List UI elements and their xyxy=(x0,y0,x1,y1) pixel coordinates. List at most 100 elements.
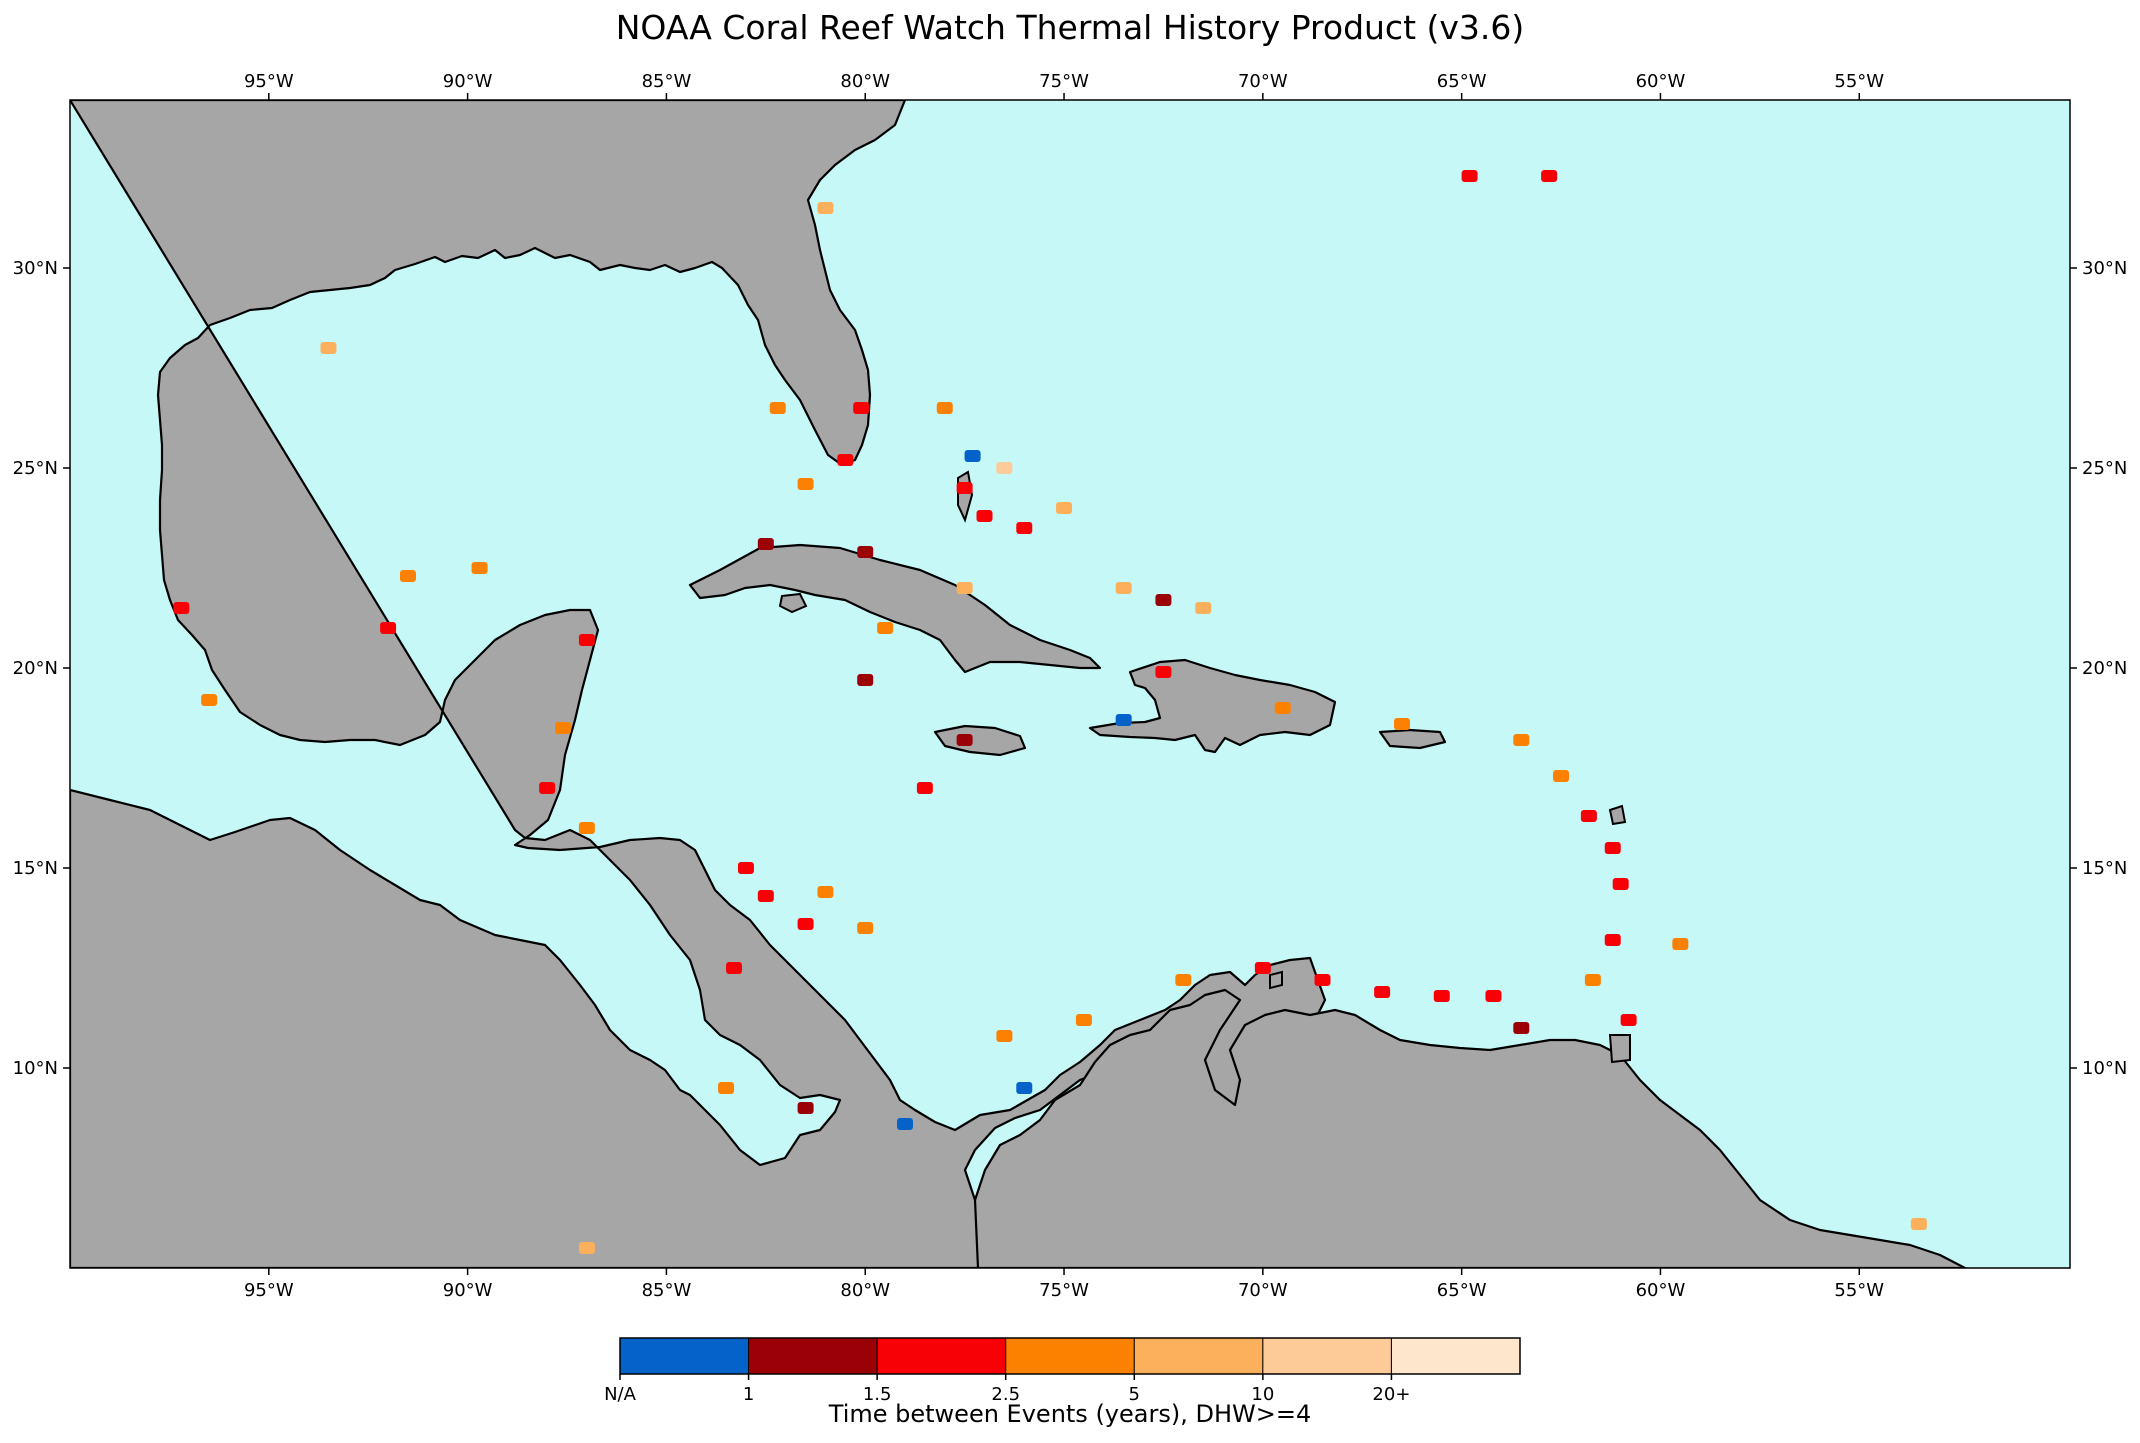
reef-mark xyxy=(757,890,774,902)
reef-mark xyxy=(1612,878,1629,890)
reef-mark xyxy=(797,918,814,930)
guadeloupe-island xyxy=(1608,804,1627,826)
lon-tick-label-top: 55°W xyxy=(1834,71,1884,92)
longitude-ticks-bottom: 95°W 90°W 85°W 80°W 75°W 70°W 65°W 60°W 55°W xyxy=(244,1268,1884,1301)
reef-mark xyxy=(837,454,854,466)
reef-mark xyxy=(320,342,337,354)
reef-mark xyxy=(1672,938,1689,950)
reef-mark xyxy=(956,734,973,746)
reef-mark xyxy=(853,402,870,414)
reef-mark xyxy=(1175,974,1192,986)
reef-mark xyxy=(956,482,973,494)
lat-tick-label-right: 25°N xyxy=(2082,458,2127,479)
reef-mark xyxy=(757,538,774,550)
reef-mark xyxy=(1254,962,1271,974)
lon-tick-label-top: 70°W xyxy=(1238,71,1288,92)
reef-mark xyxy=(996,462,1013,474)
lon-tick-label-bottom: 65°W xyxy=(1437,1280,1487,1301)
reef-mark xyxy=(857,546,874,558)
lon-tick-label-top: 95°W xyxy=(244,71,294,92)
reef-mark xyxy=(769,402,786,414)
reef-mark xyxy=(956,582,973,594)
lon-tick-label-top: 80°W xyxy=(840,71,890,92)
reef-mark xyxy=(1314,974,1331,986)
reef-mark xyxy=(1513,734,1530,746)
reef-mark xyxy=(1394,718,1411,730)
reef-mark xyxy=(817,202,834,214)
reef-mark xyxy=(737,862,754,874)
reef-mark xyxy=(996,1030,1013,1042)
latitude-ticks-left: 30°N 25°N 20°N 15°N 10°N xyxy=(13,258,70,1079)
reef-mark xyxy=(578,634,595,646)
reef-mark xyxy=(1016,1082,1033,1094)
colorbar-bin xyxy=(1390,1337,1521,1375)
reef-mark xyxy=(817,886,834,898)
reef-mark xyxy=(797,1102,814,1114)
south-america-landmass xyxy=(973,988,1967,1268)
lon-tick-label-bottom: 70°W xyxy=(1238,1280,1288,1301)
colorbar-tick-label: 1 xyxy=(743,1384,754,1405)
hispaniola-island xyxy=(1088,658,1337,754)
map-title: NOAA Coral Reef Watch Thermal History Pr… xyxy=(615,8,1525,47)
colorbar-tick-label: 2.5 xyxy=(991,1384,1020,1405)
colorbar-tick-label: 10 xyxy=(1251,1384,1274,1405)
reef-mark xyxy=(1461,170,1478,182)
north-america-landmass xyxy=(70,100,1327,1268)
lat-tick-label-right: 15°N xyxy=(2082,858,2127,879)
colorbar-tick-label: N/A xyxy=(604,1384,637,1405)
reef-mark xyxy=(877,622,894,634)
reef-mark xyxy=(1195,602,1212,614)
colorbar-tick-label: 5 xyxy=(1129,1384,1140,1405)
reef-mark xyxy=(1155,594,1172,606)
reef-mark xyxy=(173,602,190,614)
reef-mark xyxy=(201,694,218,706)
reef-mark xyxy=(539,782,556,794)
reef-mark xyxy=(1433,990,1450,1002)
lat-tick-label-left: 20°N xyxy=(13,658,58,679)
colorbar-title: Time between Events (years), DHW>=4 xyxy=(828,1400,1312,1428)
reef-mark xyxy=(1620,1014,1637,1026)
reef-mark xyxy=(578,822,595,834)
cuba-island xyxy=(688,543,1102,674)
lon-tick-label-top: 65°W xyxy=(1437,71,1487,92)
trinidad-island xyxy=(1608,1034,1631,1064)
colorbar-bin xyxy=(876,1337,1007,1375)
reef-mark xyxy=(1580,810,1597,822)
lat-tick-label-left: 25°N xyxy=(13,458,58,479)
reef-mark xyxy=(1374,986,1391,998)
lon-tick-label-bottom: 80°W xyxy=(840,1280,890,1301)
colorbar-bin xyxy=(748,1337,878,1375)
colorbar: N/A 1 1.5 2.5 5 10 20+ xyxy=(604,1337,1521,1405)
reef-mark xyxy=(1513,1022,1530,1034)
lon-tick-label-bottom: 75°W xyxy=(1039,1280,1089,1301)
reef-mark xyxy=(1016,522,1033,534)
reef-layer xyxy=(173,170,1927,1254)
reef-mark xyxy=(471,562,488,574)
map-frame xyxy=(69,99,2071,1269)
colorbar-tick-label: 20+ xyxy=(1372,1384,1410,1405)
lat-tick-label-left: 10°N xyxy=(13,1058,58,1079)
reef-mark xyxy=(718,1082,735,1094)
lon-tick-label-top: 90°W xyxy=(443,71,493,92)
isla-juventud xyxy=(778,592,808,614)
reef-mark xyxy=(1274,702,1291,714)
lat-tick-label-right: 10°N xyxy=(2082,1058,2127,1079)
longitude-ticks-top: 95°W 90°W 85°W 80°W 75°W 70°W 65°W 60°W 55°W xyxy=(244,71,1884,100)
lon-tick-label-bottom: 60°W xyxy=(1636,1280,1686,1301)
reef-mark xyxy=(1485,990,1502,1002)
lon-tick-label-bottom: 95°W xyxy=(244,1280,294,1301)
reef-mark xyxy=(1056,502,1073,514)
lat-tick-label-right: 30°N xyxy=(2082,258,2127,279)
reef-mark xyxy=(936,402,953,414)
reef-mark xyxy=(896,1118,913,1130)
reef-mark xyxy=(976,510,993,522)
colorbar-bin xyxy=(1133,1337,1264,1375)
reef-mark xyxy=(726,962,743,974)
lat-tick-label-left: 15°N xyxy=(13,858,58,879)
jamaica-island xyxy=(933,724,1027,757)
lon-tick-label-bottom: 85°W xyxy=(642,1280,692,1301)
reef-mark xyxy=(1115,582,1132,594)
reef-mark xyxy=(399,570,416,582)
reef-mark xyxy=(1604,842,1621,854)
